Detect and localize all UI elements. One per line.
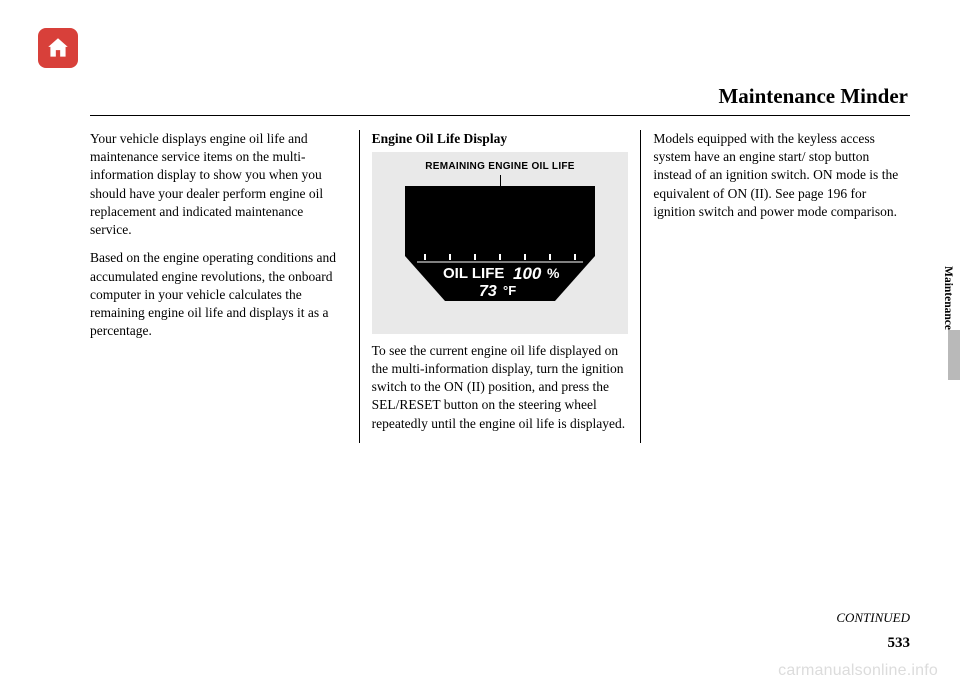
figure-label: REMAINING ENGINE OIL LIFE [384, 160, 617, 174]
oil-life-figure: REMAINING ENGINE OIL LIFE [372, 152, 629, 334]
gauge-svg: OIL LIFE 100 % 73 °F [395, 176, 605, 316]
column-middle: Engine Oil Life Display REMAINING ENGINE… [359, 130, 642, 443]
percent-sign: % [547, 265, 560, 281]
home-icon[interactable] [38, 28, 78, 68]
oil-life-label: OIL LIFE [443, 265, 504, 282]
title-rule [90, 115, 910, 116]
left-paragraph-1: Your vehicle displays engine oil life an… [90, 130, 347, 239]
gauge-wrap: OIL LIFE 100 % 73 °F [384, 176, 617, 316]
column-right: Models equipped with the keyless access … [641, 130, 910, 443]
side-label: Maintenance [942, 266, 954, 330]
page-title: Maintenance Minder [90, 84, 910, 109]
continued-label: CONTINUED [836, 610, 910, 626]
middle-paragraph-1: To see the current engine oil life displ… [372, 342, 629, 433]
left-paragraph-2: Based on the engine operating conditions… [90, 249, 347, 340]
columns: Your vehicle displays engine oil life an… [90, 130, 910, 443]
oil-life-value: 100 [513, 264, 542, 283]
page-content: Maintenance Minder Your vehicle displays… [90, 84, 910, 658]
house-icon [45, 35, 71, 61]
column-left: Your vehicle displays engine oil life an… [90, 130, 359, 443]
watermark: carmanualsonline.info [778, 662, 938, 680]
temp-value: 73 [479, 283, 497, 300]
side-tab [948, 330, 960, 380]
page-number: 533 [888, 635, 911, 652]
right-paragraph-1: Models equipped with the keyless access … [653, 130, 910, 221]
engine-oil-heading: Engine Oil Life Display [372, 130, 629, 148]
temp-unit: °F [503, 283, 516, 298]
gauge-body [405, 186, 595, 301]
